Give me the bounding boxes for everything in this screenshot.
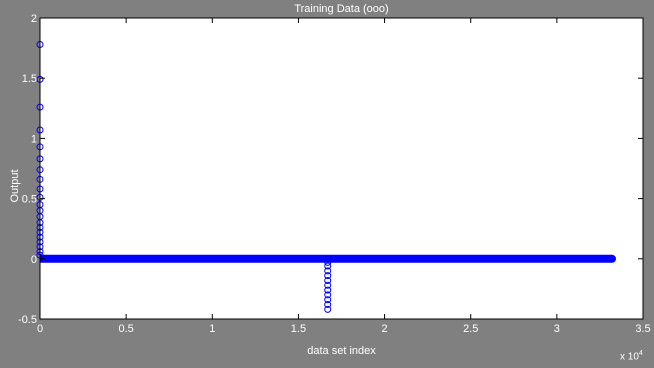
data-point [324, 272, 332, 280]
x-tick-label: 1.5 [291, 323, 306, 335]
x-axis-label: data set index [307, 345, 376, 357]
y-tick-label: 0 [31, 254, 37, 266]
y-tick-label: -0.5 [18, 314, 37, 326]
y-tick-label: 1 [31, 133, 37, 145]
x-multiplier-base: x 10 [620, 351, 639, 363]
data-point [324, 281, 332, 289]
x-tick-label: 3 [554, 323, 560, 335]
data-point [324, 258, 332, 266]
x-multiplier-exponent: 4 [638, 350, 643, 357]
x-tick-label: 1 [209, 323, 215, 335]
x-tick-label: 2 [382, 323, 388, 335]
baseline-series-end [607, 254, 616, 263]
y-tick-label: 0.5 [22, 194, 37, 206]
data-point [324, 301, 332, 309]
data-point [324, 286, 332, 294]
data-point [324, 296, 332, 304]
x-tick-label: 0.5 [118, 323, 133, 335]
data-point [324, 267, 332, 275]
axes-frame [39, 17, 644, 320]
x-tick-label: 2.5 [463, 323, 478, 335]
axes-background [40, 18, 643, 319]
y-tick-label: 2 [31, 13, 37, 25]
data-point [324, 262, 332, 270]
data-point [324, 291, 332, 299]
x-tick-label: 3.5 [635, 323, 650, 335]
x-axis-multiplier: x 104 [620, 350, 643, 362]
y-tick-label: 1.5 [22, 73, 37, 85]
data-point [324, 305, 332, 313]
x-tick-label: 0 [37, 323, 43, 335]
chart-ticks: 0 0.5 1 1.5 2 2.5 3 3.5-0.500.511.52 [18, 13, 651, 335]
y-axis-label: Output [9, 169, 21, 203]
data-point [324, 276, 332, 284]
chart-title: Training Data (ooo) [294, 3, 389, 15]
